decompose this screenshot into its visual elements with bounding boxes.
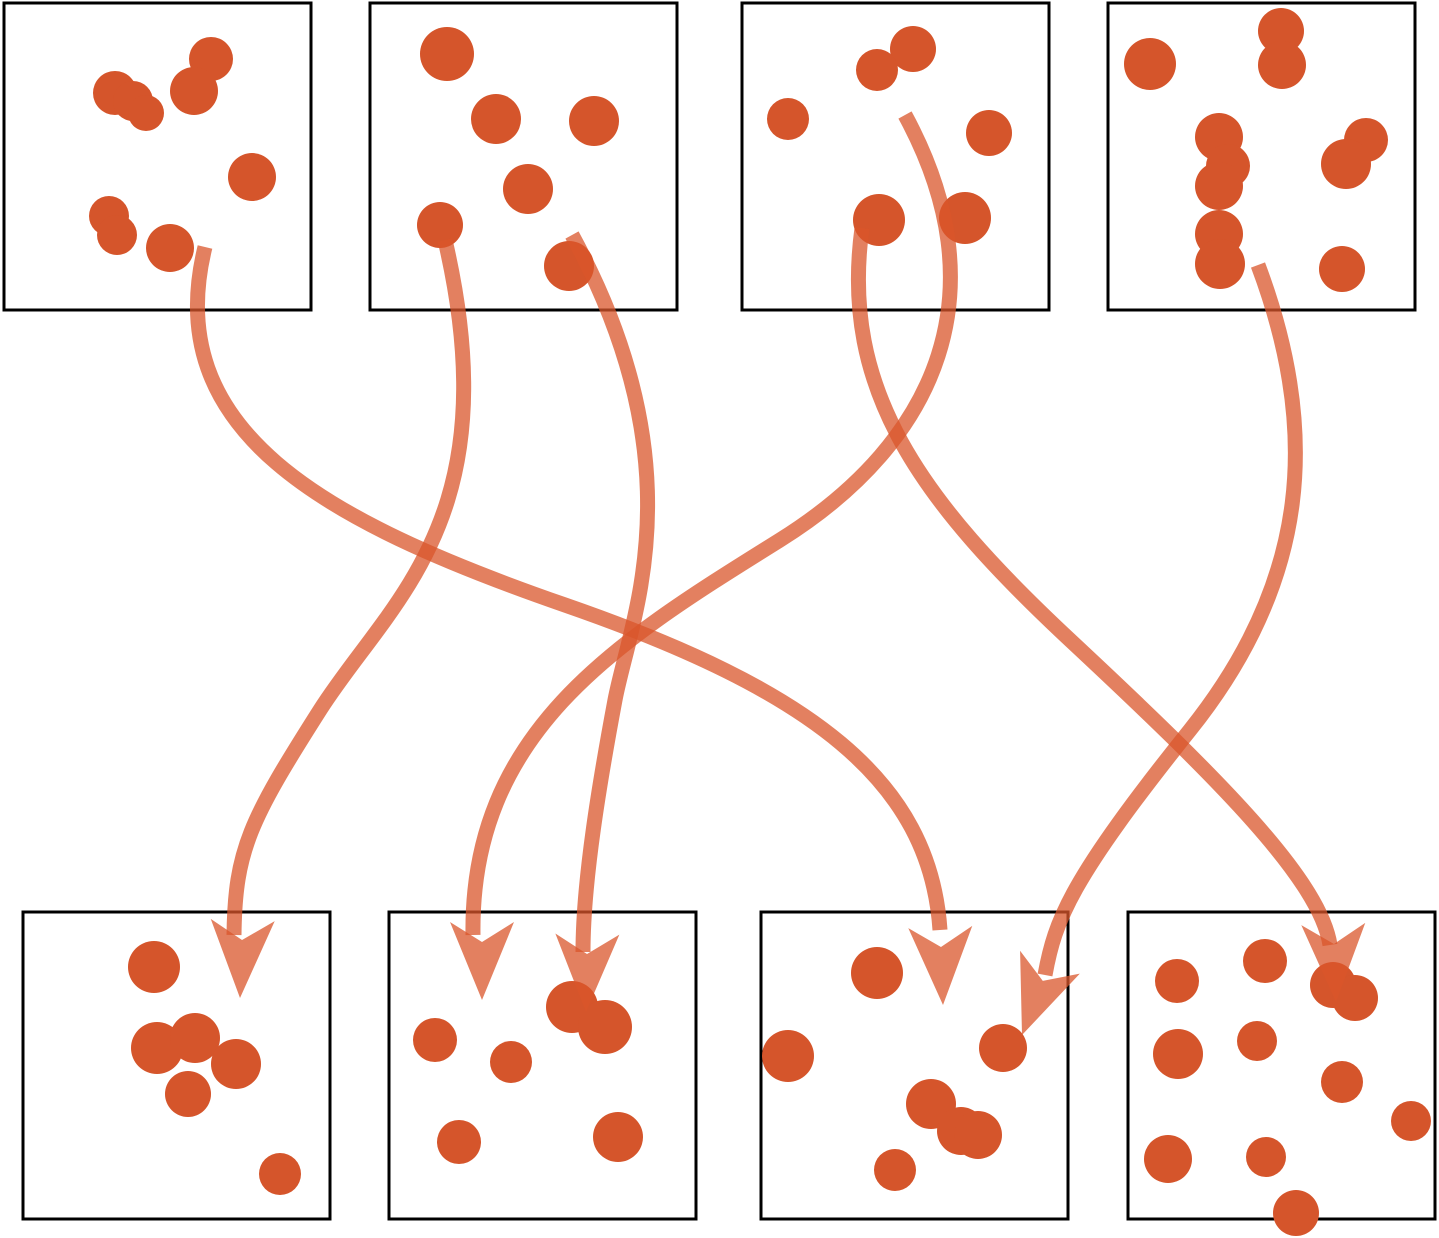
bottom-box-4-particle-5 <box>1153 1029 1203 1079</box>
arrow-top-box-3-to-bottom-box-2 <box>450 115 950 1000</box>
top-box-2-particle-5 <box>417 202 463 248</box>
top-box-4-particle-8 <box>1321 139 1371 189</box>
bottom-box-1-particle-1 <box>128 941 180 993</box>
bottom-box-2 <box>389 912 696 1219</box>
top-box-2-particle-4 <box>503 164 553 214</box>
bottom-box-4-particle-10 <box>1246 1137 1286 1177</box>
bottom-box-2-particle-6 <box>593 1112 643 1162</box>
bottom-box-3-particle-1 <box>851 947 903 999</box>
top-box-3-particle-2 <box>856 49 898 91</box>
arrow-shaft <box>858 228 1330 945</box>
arrow-shaft <box>1045 265 1295 975</box>
bottom-box-4-particle-1 <box>1155 959 1199 1003</box>
top-box-1-particle-5 <box>170 67 218 115</box>
bottom-box-4-particle-9 <box>1144 1135 1192 1183</box>
arrow-top-box-2-to-bottom-box-1 <box>211 240 464 998</box>
top-box-2-particle-2 <box>471 94 521 144</box>
top-box-1-particle-9 <box>146 224 194 272</box>
bottom-box-4-particle-2 <box>1243 939 1287 983</box>
arrow-top-box-4-to-bottom-box-3 <box>1020 265 1295 1035</box>
top-box-2-particle-3 <box>569 96 619 146</box>
top-box-4-particle-3 <box>1124 38 1176 90</box>
bottom-box-2-particle-4 <box>490 1041 532 1083</box>
bottom-box-1-particle-4 <box>211 1039 261 1089</box>
arrows-layer <box>197 115 1365 1035</box>
arrow-head <box>450 922 514 1000</box>
arrow-shaft <box>572 235 648 952</box>
bottom-box-4-particle-8 <box>1391 1101 1431 1141</box>
top-box-1-particle-8 <box>97 215 137 255</box>
top-box-1-particle-6 <box>228 153 276 201</box>
bottom-box-4-particle-11 <box>1273 1190 1319 1236</box>
top-box-3-particle-3 <box>767 98 809 140</box>
arrow-shaft <box>234 240 464 935</box>
top-box-2-particle-1 <box>420 27 474 81</box>
arrow-head <box>211 919 275 998</box>
top-box-4-particle-10 <box>1195 239 1245 289</box>
bottom-box-3-particle-6 <box>954 1111 1002 1159</box>
top-box-1-particle-3 <box>128 95 164 131</box>
bottom-box-4-particle-6 <box>1237 1021 1277 1061</box>
top-box-2 <box>370 3 677 310</box>
bottom-box-3-particle-2 <box>762 1030 814 1082</box>
top-box-4-particle-11 <box>1319 246 1365 292</box>
arrow-head <box>908 926 972 1005</box>
bottom-box-1-particle-6 <box>259 1153 301 1195</box>
bottom-box-2-particle-3 <box>413 1018 457 1062</box>
bottom-box-3-particle-3 <box>979 1024 1027 1072</box>
top-box-4-particle-2 <box>1258 41 1306 89</box>
bottom-box-1-particle-5 <box>165 1071 211 1117</box>
arrow-shaft <box>197 247 940 930</box>
bottom-box-2-particle-5 <box>437 1120 481 1164</box>
bottom-box-4-particle-7 <box>1321 1061 1363 1103</box>
top-box-3-particle-4 <box>966 110 1012 156</box>
top-box-4-particle-6 <box>1195 162 1243 210</box>
bottom-box-3-particle-7 <box>874 1149 916 1191</box>
